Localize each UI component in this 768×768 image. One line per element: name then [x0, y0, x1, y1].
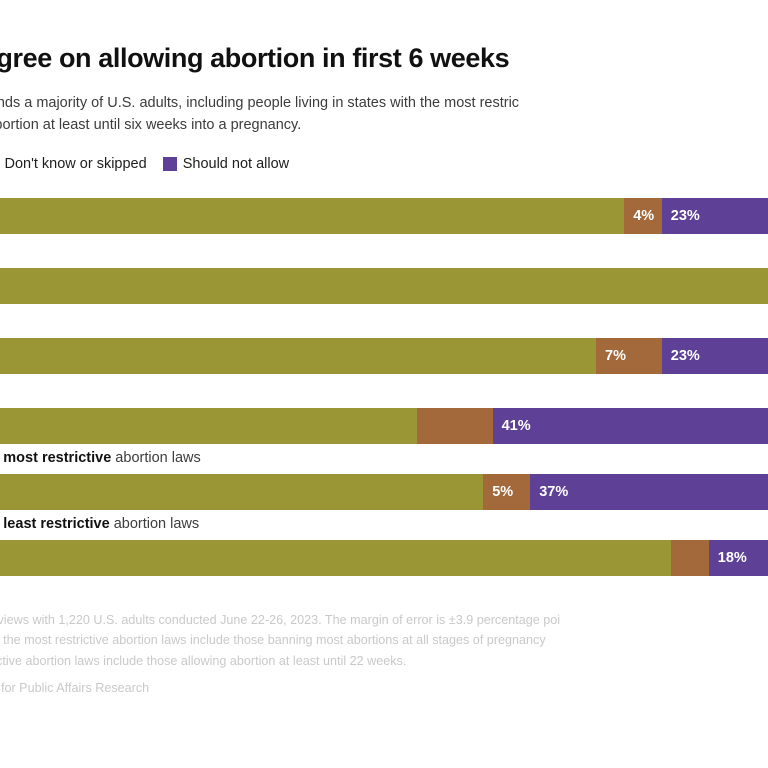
- bar-segment-should-allow-6[interactable]: [0, 539, 672, 576]
- bar-value-should-not-allow-4: 41%: [501, 417, 531, 434]
- bar-segment-should-not-allow-3[interactable]: 23%: [661, 337, 768, 374]
- group-label-least-restrictive: s with the least restrictive abortion la…: [0, 516, 768, 532]
- page-title: US agree on allowing abortion in first 6…: [0, 43, 510, 74]
- bar-segment-should-not-allow-1[interactable]: 23%: [661, 197, 768, 234]
- bar-value-should-not-allow-3: 23%: [670, 347, 700, 364]
- legend-item-dont-know-or-skipped[interactable]: Don't know or skipped: [0, 155, 147, 172]
- bar-value-dont-know-1: 4%: [633, 207, 655, 224]
- stacked-bar-3: 7% 23%: [0, 337, 768, 374]
- bar-segment-should-allow-4[interactable]: [0, 407, 418, 444]
- bar-segment-should-not-allow-6[interactable]: 18%: [708, 539, 768, 576]
- bar-value-should-not-allow-5: 37%: [539, 483, 569, 500]
- chart-legend: w Don't know or skipped Should not allow: [0, 156, 768, 172]
- subtitle: RC poll finds a majority of U.S. adults,…: [0, 92, 768, 136]
- bar-segment-should-allow-3[interactable]: [0, 337, 596, 374]
- legend-swatch-icon-should-not-allow: [162, 156, 177, 171]
- bar-segment-dont-know-5[interactable]: 5%: [483, 473, 531, 510]
- subtitle-line-2: llowing abortion at least until six week…: [0, 116, 302, 133]
- chart-row-2: [0, 267, 768, 304]
- bar-segment-should-allow-1[interactable]: [0, 197, 625, 234]
- bar-segment-dont-know-3[interactable]: 7%: [596, 337, 662, 374]
- legend-label-dont-know-or-skipped: Don't know or skipped: [4, 155, 147, 172]
- chart-row-3: 7% 23%: [0, 337, 768, 374]
- stacked-bar-1: 4% 23%: [0, 197, 768, 234]
- bar-segment-should-allow-2[interactable]: [0, 267, 768, 304]
- legend-item-should-not-allow[interactable]: Should not allow: [162, 155, 290, 172]
- bar-value-should-not-allow-1: 23%: [670, 207, 700, 224]
- stacked-bar-2: [0, 267, 768, 304]
- bar-segment-should-not-allow-4[interactable]: 41%: [492, 407, 768, 444]
- bar-value-dont-know-5: 5%: [492, 483, 514, 500]
- footnote-line-2: States with the most restrictive abortio…: [0, 633, 546, 648]
- chart-source: RC Center for Public Affairs Research: [0, 681, 150, 696]
- bar-segment-dont-know-1[interactable]: 4%: [624, 197, 662, 234]
- chart-footnotes: ed on interviews with 1,220 U.S. adults …: [0, 610, 768, 671]
- group-label-most-restrictive: s with the most restrictive abortion law…: [0, 450, 768, 466]
- bar-value-should-not-allow-6: 18%: [717, 549, 747, 566]
- bar-segment-dont-know-6[interactable]: [671, 539, 709, 576]
- footnote-line-1: ed on interviews with 1,220 U.S. adults …: [0, 612, 561, 627]
- chart-row-4: 41%: [0, 407, 768, 444]
- legend-label-should-not-allow: Should not allow: [182, 155, 290, 172]
- group-label-least-restrictive-bold: least restrictive: [3, 515, 110, 532]
- stacked-bar-5: 5% 37%: [0, 473, 768, 510]
- bar-segment-should-not-allow-5[interactable]: 37%: [530, 473, 768, 510]
- chart-row-5: 5% 37%: [0, 473, 768, 510]
- bar-value-dont-know-3: 7%: [605, 347, 626, 364]
- subtitle-line-1: RC poll finds a majority of U.S. adults,…: [0, 94, 520, 111]
- stacked-bar-4: 41%: [0, 407, 768, 444]
- chart-row-6: 18%: [0, 539, 768, 576]
- bar-segment-should-allow-5[interactable]: [0, 473, 484, 510]
- group-label-least-restrictive-suffix: abortion laws: [109, 515, 200, 532]
- chart-row-1: 4% 23%: [0, 197, 768, 234]
- group-label-most-restrictive-bold: most restrictive: [3, 449, 112, 466]
- group-label-most-restrictive-suffix: abortion laws: [111, 449, 201, 466]
- bar-segment-dont-know-4[interactable]: [417, 407, 493, 444]
- stacked-bar-6: 18%: [0, 539, 768, 576]
- footnote-line-3: least restrictive abortion laws include …: [0, 653, 407, 668]
- stacked-bar-chart: 4% 23% 7%: [0, 197, 768, 576]
